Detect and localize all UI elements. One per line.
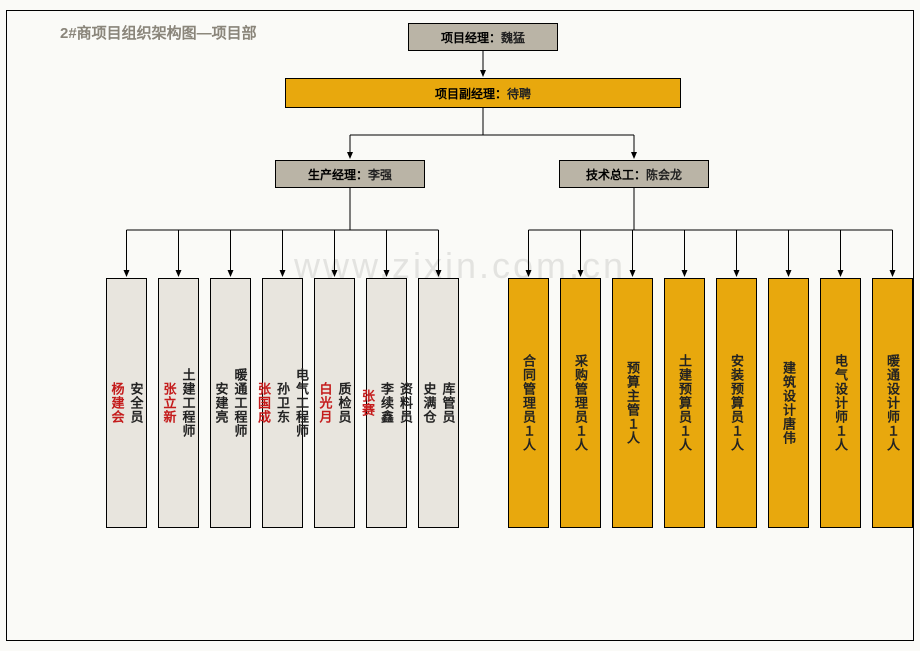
leaf-box: 库管员史满仓 bbox=[418, 278, 459, 528]
leaf-box: 暖通工程师安建亮 bbox=[210, 278, 251, 528]
node-name-label: 魏猛 bbox=[501, 29, 525, 46]
node-production-manager: 生产经理：李强 bbox=[275, 160, 425, 188]
leaf-role: 暖通工程师 bbox=[231, 368, 250, 438]
leaf-box: 安装预算员１人 bbox=[716, 278, 757, 528]
leaf-role: 建筑设计唐伟 bbox=[779, 361, 798, 445]
leaf-role: 库管员 bbox=[439, 382, 458, 424]
leaf-role: 电气工程师 bbox=[292, 368, 311, 438]
leaf-role: 暖通设计师１人 bbox=[883, 354, 902, 452]
leaf-name: 孙卫东 bbox=[273, 368, 292, 438]
leaf-box: 质检员白光月 bbox=[314, 278, 355, 528]
node-name-label: 陈会龙 bbox=[646, 166, 682, 183]
leaf-box: 合同管理员１人 bbox=[508, 278, 549, 528]
leaf-role: 土建预算员１人 bbox=[675, 354, 694, 452]
slide-title: 2#商项目组织架构图—项目部 bbox=[60, 22, 257, 43]
leaf-role: 安装预算员１人 bbox=[727, 354, 746, 452]
leaf-box: 建筑设计唐伟 bbox=[768, 278, 809, 528]
leaf-name: 杨建会 bbox=[108, 382, 127, 424]
leaf-name: 史满仓 bbox=[420, 382, 439, 424]
leaf-name: 张国成 bbox=[254, 368, 273, 438]
node-tech-chief: 技术总工：陈会龙 bbox=[559, 160, 709, 188]
leaf-box: 预算主管１人 bbox=[612, 278, 653, 528]
leaf-name: 张赛 bbox=[358, 382, 377, 424]
node-role-label: 生产经理： bbox=[308, 166, 368, 183]
leaf-role: 预算主管１人 bbox=[623, 361, 642, 445]
leaf-box: 资料员李续鑫张赛 bbox=[366, 278, 407, 528]
leaf-name: 张立新 bbox=[160, 368, 179, 438]
leaf-role: 安全员 bbox=[127, 382, 146, 424]
leaf-role: 资料员 bbox=[396, 382, 415, 424]
leaf-box: 采购管理员１人 bbox=[560, 278, 601, 528]
node-role-label: 项目经理： bbox=[441, 29, 501, 46]
node-name-label: 待聘 bbox=[507, 85, 531, 102]
leaf-name: 李续鑫 bbox=[377, 382, 396, 424]
node-role-label: 技术总工： bbox=[586, 166, 646, 183]
leaf-box: 电气工程师孙卫东张国成 bbox=[262, 278, 303, 528]
leaf-role: 土建工程师 bbox=[179, 368, 198, 438]
node-project-manager: 项目经理：魏猛 bbox=[408, 23, 558, 51]
leaf-role: 电气设计师１人 bbox=[831, 354, 850, 452]
leaf-name: 白光月 bbox=[316, 382, 335, 424]
node-name-label: 李强 bbox=[368, 166, 392, 183]
leaf-box: 安全员杨建会 bbox=[106, 278, 147, 528]
leaf-role: 合同管理员１人 bbox=[519, 354, 538, 452]
leaf-box: 电气设计师１人 bbox=[820, 278, 861, 528]
leaf-box: 暖通设计师１人 bbox=[872, 278, 913, 528]
node-deputy-manager: 项目副经理：待聘 bbox=[285, 78, 681, 108]
leaf-role: 采购管理员１人 bbox=[571, 354, 590, 452]
leaf-name: 安建亮 bbox=[212, 368, 231, 438]
leaf-role: 质检员 bbox=[335, 382, 354, 424]
leaf-box: 土建工程师张立新 bbox=[158, 278, 199, 528]
node-role-label: 项目副经理： bbox=[435, 85, 507, 102]
leaf-box: 土建预算员１人 bbox=[664, 278, 705, 528]
